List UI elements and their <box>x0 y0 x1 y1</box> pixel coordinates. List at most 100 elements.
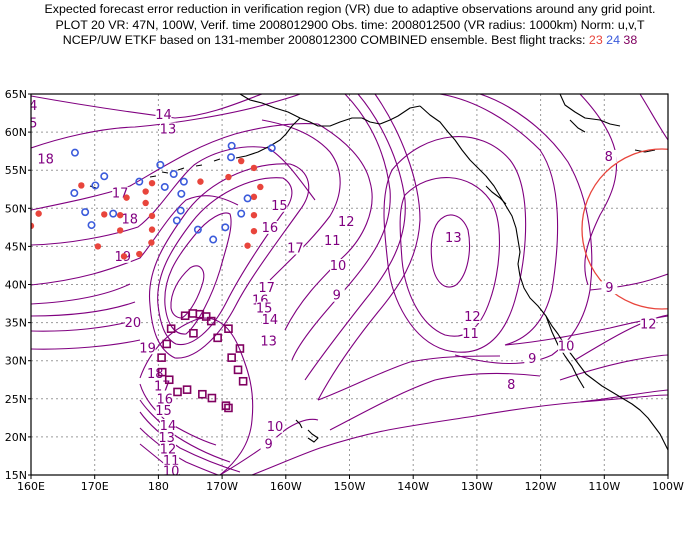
contour-label: 17 <box>258 281 275 296</box>
contour-labels: 1413141517181518161717161514132019191817… <box>21 98 657 480</box>
track-red-marker <box>120 253 128 260</box>
contour-label: 15 <box>21 116 38 131</box>
contour-10-east-corner <box>579 394 668 403</box>
lat-tick-label: 15N <box>5 469 27 482</box>
track-red-marker <box>148 212 156 220</box>
track-red-marker <box>116 211 124 219</box>
flight-track-markers <box>31 141 276 413</box>
lat-tick-label: 60N <box>5 126 27 139</box>
track-red-marker <box>136 250 143 258</box>
track-red-marker <box>142 188 149 195</box>
track-purple-marker <box>201 312 211 321</box>
contour-label-background <box>261 313 278 327</box>
lon-tick-label: 120W <box>525 480 557 493</box>
track-red-marker <box>148 179 156 187</box>
west-coast-north-america <box>419 105 668 451</box>
contour-label-background <box>163 464 180 475</box>
contour-11-east <box>291 94 391 361</box>
contour-label: 11 <box>324 234 341 249</box>
track-red-marker <box>250 193 258 201</box>
contour-label: 14 <box>262 313 279 328</box>
alaska-peninsula <box>235 117 301 159</box>
contour-label-background <box>31 98 38 112</box>
track-red-marker <box>250 227 258 235</box>
track-purple-marker <box>182 385 192 394</box>
track-blue-marker <box>109 209 118 218</box>
track-red-marker <box>35 210 42 217</box>
contour-12-ring <box>399 177 501 337</box>
contour-label: 16 <box>156 392 173 407</box>
contour-label-background <box>600 150 617 164</box>
track-blue-marker <box>179 177 188 186</box>
contour-label-background <box>121 212 138 226</box>
track-blue-marker <box>135 177 144 186</box>
lon-tick-label: 170E <box>81 480 109 493</box>
track-blue-marker <box>267 144 276 153</box>
contour-8-north <box>579 94 618 286</box>
contour-label: 15 <box>256 302 273 317</box>
track-red-marker <box>225 173 232 181</box>
track-purple-marker <box>206 316 216 326</box>
contour-label: 13 <box>260 334 277 349</box>
error-reduction-contours <box>31 94 668 475</box>
track-red-count: 23 <box>588 33 603 47</box>
contour-9-southeast <box>387 389 668 431</box>
contour-17-core <box>148 163 310 359</box>
track-purple-marker <box>213 333 222 343</box>
contour-label: 13 <box>158 431 175 446</box>
contour-label: 12 <box>160 443 177 458</box>
lon-tick-label: 170W <box>206 480 238 493</box>
contour-label: 14 <box>160 419 177 434</box>
track-red-marker <box>250 164 258 172</box>
contour-11-ring <box>383 136 527 353</box>
track-red-marker <box>142 199 149 207</box>
track-purple-marker <box>157 353 166 362</box>
contour-label-background <box>37 152 54 166</box>
contour-label-background <box>640 317 657 331</box>
title-line-3-text: NCEP/UW ETKF based on 131-member 2008012… <box>62 33 586 47</box>
contour-14-southwest <box>31 319 137 332</box>
track-purple-marker <box>224 324 233 333</box>
track-blue-marker <box>237 209 246 218</box>
contour-13-southwest <box>31 339 141 350</box>
contour-label: 9 <box>333 289 341 304</box>
contour-label: 12 <box>640 318 657 333</box>
contour-14-west <box>31 94 301 149</box>
track-red-marker <box>244 242 251 249</box>
vancouver-island <box>485 185 507 205</box>
track-red-marker <box>123 194 130 201</box>
track-blue-marker <box>156 160 165 169</box>
contour-label: 18 <box>37 152 54 167</box>
hudson-bay-area <box>559 94 656 153</box>
track-red-marker <box>257 183 264 191</box>
contour-11-east-edge <box>559 354 668 381</box>
lon-tick-label: 140W <box>397 480 429 493</box>
contour-label-background <box>139 341 156 355</box>
contour-9-east <box>317 94 421 401</box>
track-purple-count: 38 <box>623 33 638 47</box>
contour-15-west <box>31 122 319 211</box>
verification-region-circle <box>581 148 668 310</box>
contour-18-south <box>139 317 254 475</box>
track-blue-marker <box>81 208 90 217</box>
contour-label: 10 <box>163 465 180 480</box>
contour-label-background <box>338 214 355 228</box>
contour-label: 10 <box>267 420 284 435</box>
title-line-1: Expected forecast error reduction in ver… <box>44 2 656 16</box>
track-purple-marker <box>227 353 236 362</box>
contour-20-core <box>170 265 205 319</box>
track-purple-marker <box>173 387 182 397</box>
contour-label-background <box>287 241 304 255</box>
baja-california <box>545 315 585 389</box>
track-blue-marker <box>227 141 236 150</box>
track-blue-marker <box>177 189 186 198</box>
track-purple-marker <box>221 401 231 410</box>
track-red-marker <box>250 211 258 219</box>
contour-16-south <box>139 399 231 463</box>
contour-label: 14 <box>21 99 38 114</box>
contour-9-band <box>454 94 593 365</box>
track-blue-marker <box>100 172 109 181</box>
contour-14-south <box>139 427 219 475</box>
contour-label: 10 <box>330 259 347 274</box>
